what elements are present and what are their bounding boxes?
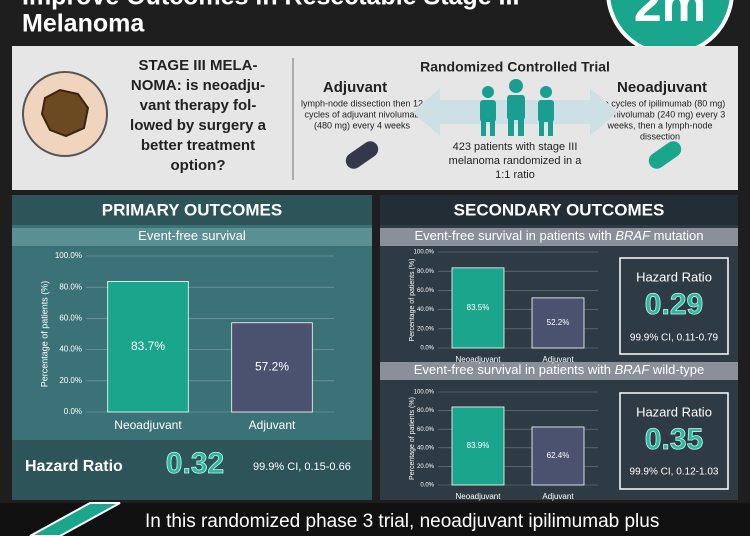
pill-icon — [345, 141, 379, 169]
y-axis-title: Percentage of patients (%) — [39, 281, 49, 388]
chart-subtitle: Event-free survival — [138, 228, 246, 243]
question-line: lowed by surgery a — [130, 117, 267, 134]
y-tick-label: 0.0% — [64, 407, 82, 416]
y-tick-label: 20.0% — [59, 376, 82, 385]
y-tick-label: 80.0% — [417, 269, 435, 275]
subtitle-part: mutation — [650, 228, 703, 243]
subtitle-part: BRAF — [615, 228, 651, 243]
y-tick-label: 40.0% — [417, 445, 435, 451]
footer-icon — [29, 502, 121, 536]
y-tick-label: 20.0% — [417, 326, 435, 332]
y-tick-label: 60.0% — [59, 314, 82, 323]
bar — [531, 426, 585, 486]
arm-description: cycles of adjuvant nivolumab — [304, 109, 419, 119]
hazard-bar — [12, 440, 372, 500]
bar — [451, 267, 505, 349]
y-axis-title: Percentage of patients (%) — [409, 259, 416, 342]
x-tick-label: Neoadjuvant — [456, 492, 502, 501]
hazard-value: 0.29 — [645, 288, 703, 321]
hazard-label: Hazard Ratio — [636, 269, 712, 284]
bar — [451, 406, 505, 486]
intro-panel — [12, 46, 738, 190]
question-line: STAGE III MELA- — [139, 57, 258, 74]
x-tick-label: Neoadjuvant — [114, 418, 182, 432]
question-line: vant therapy fol- — [140, 97, 257, 114]
y-tick-label: 40.0% — [417, 307, 435, 313]
hazard-value: 0.35 — [645, 423, 703, 456]
pill-icon — [648, 141, 682, 169]
population-line: 1:1 ratio — [495, 169, 535, 181]
question-line: NOMA: is neoadju- — [131, 77, 265, 94]
bar — [107, 281, 189, 413]
subtitle-bar — [380, 362, 738, 380]
arm-description: lymph-node dissection then 12 — [301, 98, 423, 108]
y-tick-label: 80.0% — [417, 408, 435, 414]
hazard-box — [619, 392, 729, 490]
x-tick-label: Adjuvant — [249, 418, 296, 432]
y-tick-label: 100.0% — [414, 250, 435, 256]
subtitle-bar — [380, 228, 738, 246]
subtitle-part: wild-type — [649, 362, 704, 377]
x-tick-label: Adjuvant — [542, 492, 574, 501]
hazard-ci: 99.9% CI, 0.15-0.66 — [253, 461, 351, 473]
y-tick-label: 20.0% — [417, 464, 435, 470]
arm-description: (480 mg) every 4 weeks — [314, 120, 411, 130]
y-tick-label: 100.0% — [55, 251, 82, 260]
bar — [231, 322, 313, 413]
x-tick-label: Adjuvant — [542, 355, 574, 364]
value-label: 83.5% — [467, 303, 490, 312]
y-tick-label: 100.0% — [414, 390, 435, 396]
subtitle-part: Event-free survival in patients with — [414, 362, 615, 377]
people-icon — [480, 79, 554, 136]
subtitle-part: Event-free survival in patients with — [414, 228, 615, 243]
arm-description: dissection — [640, 131, 680, 141]
hazard-value: 0.32 — [166, 447, 224, 480]
title-line: Melanoma — [22, 10, 145, 38]
footer-bar — [0, 503, 750, 536]
title-line: Improve Outcomes in Resectable Stage III — [22, 0, 519, 11]
arm-description: two cycles of ipilimumab (80 mg) — [595, 98, 726, 108]
hazard-ci: 99.9% CI, 0.11-0.79 — [630, 333, 719, 344]
primary-header-bar — [12, 195, 372, 225]
secondary-header-bar — [380, 195, 738, 225]
lesion — [40, 88, 90, 138]
panel-heading: SECONDARY OUTCOMES — [454, 200, 665, 219]
y-tick-label: 60.0% — [417, 288, 435, 294]
hazard-box — [619, 257, 729, 355]
panel-heading: PRIMARY OUTCOMES — [102, 200, 282, 219]
chart-subtitle: Event-free survival in patients with BRA… — [414, 228, 703, 243]
value-label: 57.2% — [255, 360, 289, 374]
hazard-label: Hazard Ratio — [25, 458, 123, 475]
x-tick-label: Neoadjuvant — [456, 355, 502, 364]
question-line: better treatment — [141, 137, 255, 154]
y-tick-label: 40.0% — [59, 345, 82, 354]
y-tick-label: 80.0% — [59, 282, 82, 291]
value-label: 62.4% — [547, 451, 570, 460]
hazard-label: Hazard Ratio — [636, 404, 712, 419]
subtitle-part: Event-free survival — [138, 228, 246, 243]
hazard-ci: 99.9% CI, 0.12-1.03 — [630, 467, 719, 478]
arm-description: plus nivolumab (240 mg) every 3 — [595, 109, 726, 119]
value-label: 52.2% — [547, 318, 570, 327]
trial-title: Randomized Controlled Trial — [420, 59, 610, 75]
value-label: 83.7% — [131, 339, 165, 353]
footer-text: In this randomized phase 3 trial, neoadj… — [145, 511, 659, 532]
y-tick-label: 0.0% — [420, 346, 434, 352]
logo-text: 2m — [634, 0, 706, 32]
y-tick-label: 60.0% — [417, 427, 435, 433]
arm-name: Adjuvant — [323, 79, 387, 96]
chart-subtitle: Event-free survival in patients with BRA… — [414, 362, 704, 377]
question-line: option? — [171, 157, 226, 174]
y-axis-title: Percentage of patients (%) — [409, 397, 416, 480]
bar — [531, 297, 585, 349]
arm-name: Neoadjuvant — [617, 79, 707, 96]
arm-description: weeks, then a lymph-node — [606, 120, 712, 130]
population-line: 423 patients with stage III — [453, 141, 578, 153]
subtitle-part: BRAF — [615, 362, 651, 377]
value-label: 83.9% — [467, 441, 490, 450]
y-tick-label: 0.0% — [420, 483, 434, 489]
subtitle-bar — [12, 228, 372, 246]
population-line: melanoma randomized in a — [449, 155, 583, 167]
